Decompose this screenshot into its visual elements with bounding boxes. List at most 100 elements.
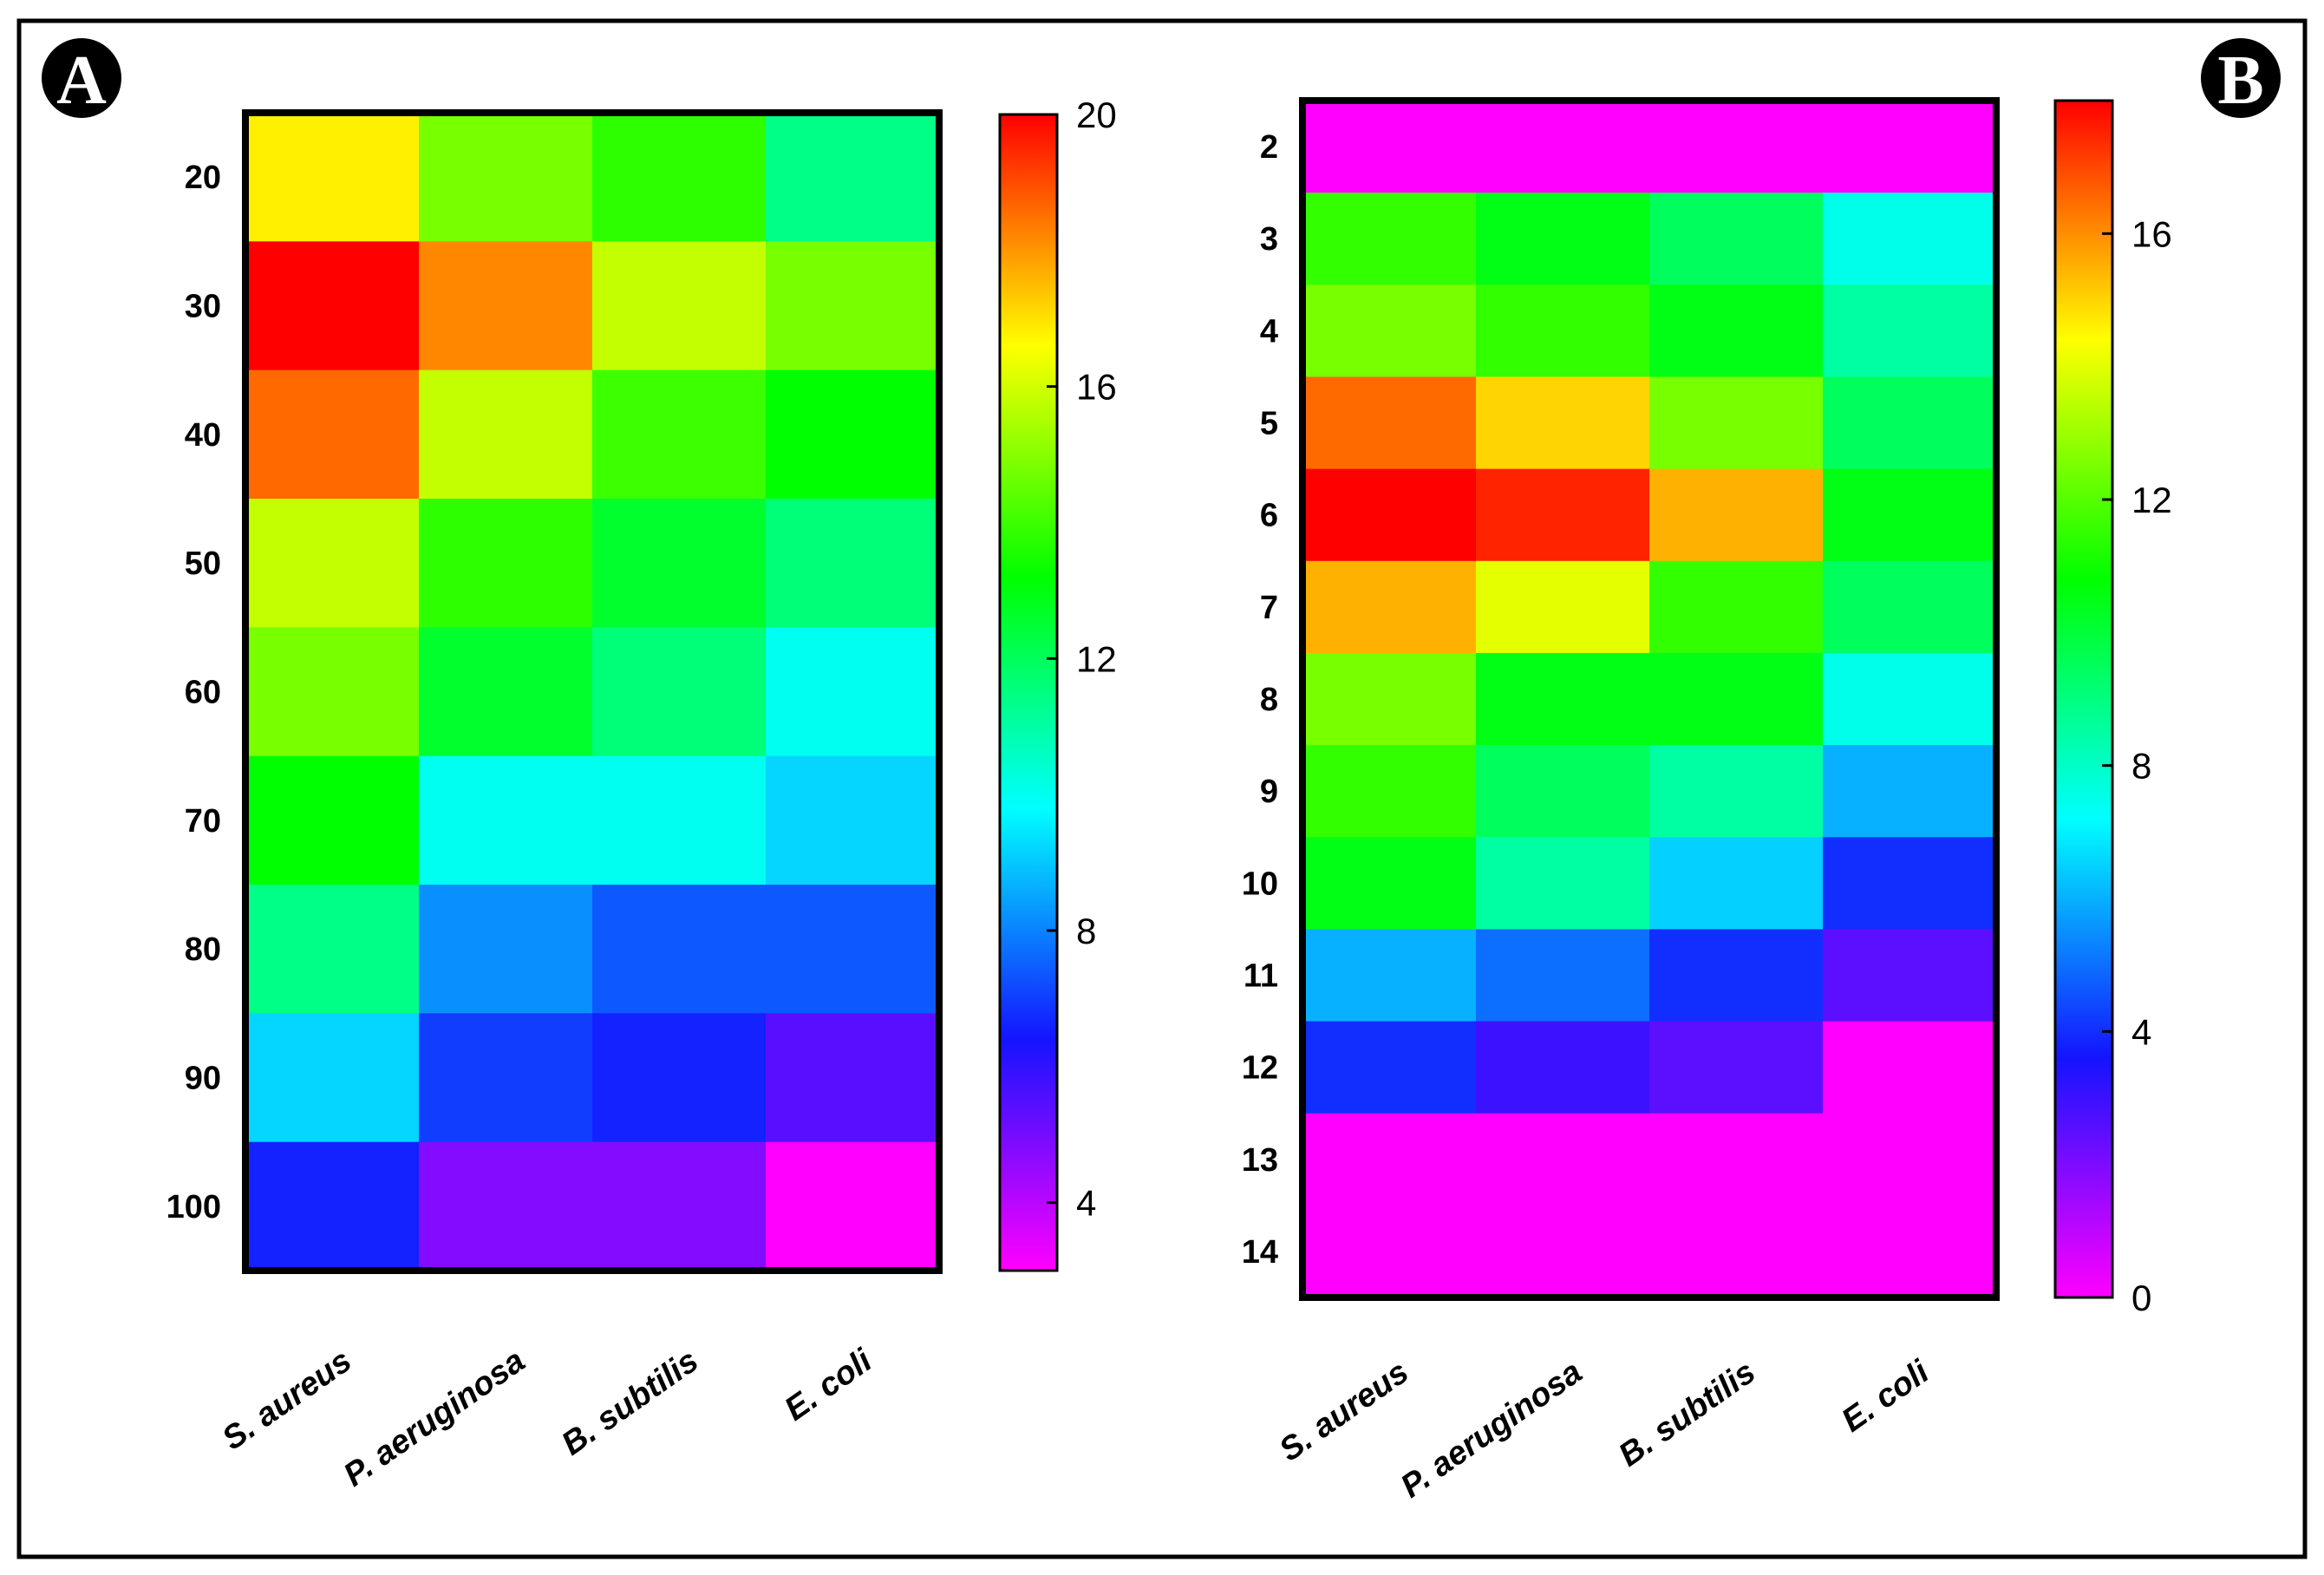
heatmap-b-cell (1302, 652, 1477, 746)
colorbar-a-tick-label: 12 (1076, 638, 1117, 679)
heatmap-a-cell (245, 1141, 420, 1271)
heatmap-b-cell (1823, 193, 1997, 285)
colorbar-a-tick-label: 8 (1076, 911, 1096, 951)
colorbar-a-tick-label: 16 (1076, 367, 1117, 408)
colorbar-b-tick-label: 16 (2131, 213, 2172, 254)
heatmap-b-row-label: 3 (1260, 221, 1278, 258)
heatmap-a-cell (766, 1141, 940, 1271)
panel-b-badge: B (2201, 38, 2281, 119)
heatmap-b-cell (1649, 1021, 1824, 1114)
heatmap-b-cell (1476, 1205, 1650, 1298)
colorbar-b-tick-label: 4 (2131, 1011, 2151, 1052)
heatmap-b-cell (1302, 193, 1477, 285)
heatmap-a-cell (419, 241, 593, 371)
heatmap-b-cell (1823, 560, 1997, 654)
heatmap-a-cell (419, 499, 593, 628)
heatmap-b-cell (1649, 560, 1824, 654)
heatmap-b-cell (1476, 745, 1650, 838)
heatmap-b-row-label: 2 (1260, 129, 1278, 166)
heatmap-b-row-label: 14 (1242, 1234, 1278, 1271)
heatmap-a-cell (245, 241, 420, 371)
heatmap-a-cell (766, 1013, 940, 1143)
heatmap-a-cell (592, 369, 767, 500)
colorbar-a-tick-label: 20 (1076, 95, 1117, 135)
colorbar-b-tick-label: 8 (2131, 746, 2151, 787)
heatmap-b-cell (1649, 929, 1824, 1023)
heatmap-b-cell (1649, 652, 1824, 746)
heatmap-b-cell (1302, 745, 1477, 838)
heatmap-a-cell (245, 755, 420, 886)
heatmap-b-cell (1649, 193, 1824, 285)
heatmap-b-cell (1476, 1021, 1650, 1114)
heatmap-a-cell (419, 113, 593, 242)
heatmap-b-cell (1302, 929, 1477, 1023)
heatmap-a-cell (419, 885, 593, 1014)
heatmap-b-frame (1299, 97, 2000, 1301)
heatmap-b-row-label: 10 (1242, 866, 1278, 902)
heatmap-a-cell (766, 627, 940, 757)
heatmap-b-row-label: 7 (1260, 590, 1278, 626)
heatmap-a-cell (592, 1013, 767, 1143)
heatmap-b-cell (1302, 837, 1477, 930)
heatmap-b-cell (1649, 1113, 1824, 1206)
heatmap-b-cell (1823, 745, 1997, 838)
heatmap-b-row-label: 9 (1260, 774, 1278, 810)
heatmap-a-row-label: 90 (185, 1061, 221, 1097)
heatmap-b-cell (1302, 376, 1477, 470)
heatmap-a-cell (245, 885, 420, 1014)
heatmap-b-cell (1476, 193, 1650, 285)
heatmap-b-cell (1823, 101, 1997, 193)
heatmap-b-cell (1823, 376, 1997, 470)
heatmap-b-cell (1476, 837, 1650, 930)
colorbar-b (2053, 99, 2114, 1299)
heatmap-a-row-label: 50 (185, 546, 221, 582)
panel-b-badge-label: B (2217, 42, 2263, 119)
heatmap-a-cell (766, 499, 940, 628)
heatmap-a-cell (592, 241, 767, 371)
heatmap-b-cell (1823, 1021, 1997, 1114)
heatmap-b-cell (1476, 376, 1650, 470)
heatmap-b-cell (1302, 284, 1477, 378)
heatmap-a-row-label: 70 (185, 803, 221, 840)
heatmap-a-cell (245, 627, 420, 757)
heatmap-a-cell (592, 1141, 767, 1271)
heatmap-a-row-label: 100 (166, 1189, 221, 1225)
heatmap-b-row-label: 11 (1244, 957, 1278, 994)
heatmap-b-cell (1302, 1205, 1477, 1298)
heatmap-b-row-label: 4 (1260, 313, 1278, 350)
heatmap-a-cell (419, 1141, 593, 1271)
heatmap-b-cell (1823, 929, 1997, 1023)
heatmap-a-cell (419, 369, 593, 500)
heatmap-b-cell (1302, 468, 1477, 562)
heatmap-b-cell (1302, 1021, 1477, 1114)
heatmap-b-cell (1649, 376, 1824, 470)
heatmap-a-row-label: 60 (185, 675, 221, 711)
heatmap-b-cell (1823, 468, 1997, 562)
heatmap-b-cell (1476, 929, 1650, 1023)
heatmap-b-row-label: 6 (1260, 498, 1278, 534)
heatmap-b-cell (1823, 284, 1997, 378)
heatmap-a-row-label: 80 (185, 931, 221, 968)
heatmap-b-cell (1476, 1113, 1650, 1206)
heatmap-a-cell (419, 755, 593, 886)
heatmap-b-cell (1649, 837, 1824, 930)
heatmap-b-cell (1649, 468, 1824, 562)
heatmap-b-cell (1302, 101, 1477, 193)
heatmap-a-cell (592, 113, 767, 242)
heatmap-b-cell (1649, 745, 1824, 838)
heatmap-a-cell (419, 627, 593, 757)
heatmap-a-cell (245, 1013, 420, 1143)
colorbar-a (998, 113, 1059, 1272)
heatmap-a-row-label: 30 (185, 289, 221, 325)
panel-b-badge-circle (2201, 38, 2281, 118)
heatmap-b-cell (1649, 1205, 1824, 1298)
colorbar-a-tick-label: 4 (1076, 1183, 1096, 1224)
heatmap-b-cell (1302, 560, 1477, 654)
heatmap-a-cell (245, 113, 420, 242)
heatmap-b-cell (1823, 1205, 1997, 1298)
heatmap-b-cell (1649, 101, 1824, 193)
heatmap-b-row-label: 13 (1242, 1142, 1278, 1179)
